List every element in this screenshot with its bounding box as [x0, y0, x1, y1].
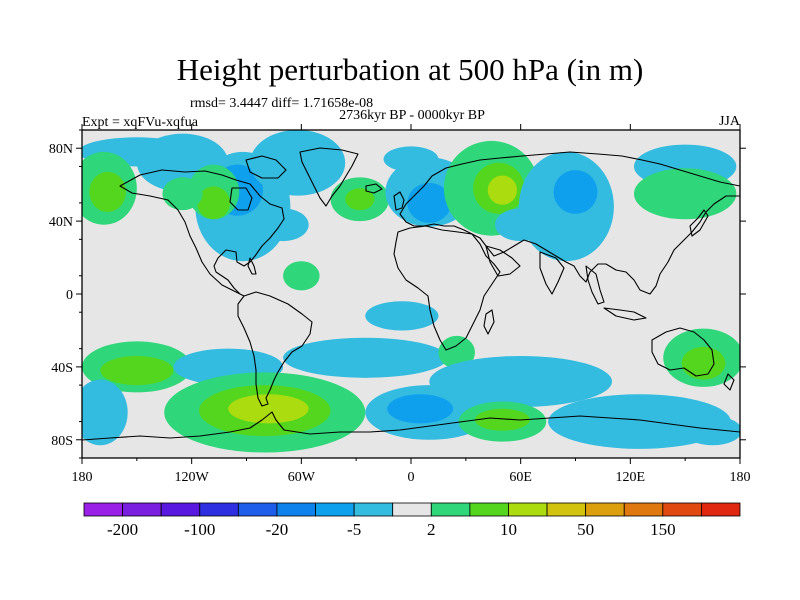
anomaly-blob-12	[345, 188, 375, 211]
anomaly-blob-30	[438, 335, 475, 369]
stats-label: rmsd= 3.4447 diff= 1.71658e-08	[190, 96, 373, 111]
anomaly-blob-14	[407, 182, 452, 223]
colorbar-box-7	[353, 502, 394, 517]
colorbar-box-10	[469, 502, 509, 517]
colorbar-label-6: 50	[577, 520, 594, 539]
colorbar-box-12	[546, 502, 587, 517]
india-coastline	[539, 251, 565, 295]
anomaly-blob-26	[100, 355, 174, 386]
lat-tick-label-4: 80S	[51, 434, 73, 449]
colorbar-label-2: -20	[266, 520, 289, 539]
anomaly-blob-39	[387, 394, 454, 424]
experiment-label: Expt = xqFVu-xqfua	[82, 115, 199, 130]
anomaly-blob-29	[365, 301, 439, 331]
coastlines	[82, 147, 740, 441]
lat-tick-label-0: 80N	[49, 142, 73, 157]
colorbar-box-13	[585, 502, 625, 517]
anomaly-blob-33	[681, 346, 726, 380]
lon-tick-label-0: 180	[72, 470, 93, 485]
anomaly-blob-10	[257, 208, 309, 242]
lat-tick-label-2: 0	[66, 288, 73, 303]
anomaly-blob-24	[283, 261, 320, 291]
hudson-bay-coastline	[229, 187, 253, 211]
colorbar-box-4	[237, 502, 278, 517]
anomaly-blob-34	[82, 379, 128, 446]
colorbar-label-5: 10	[500, 520, 517, 539]
colorbar-label-1: -100	[184, 520, 215, 539]
antarctica-coastline	[82, 411, 740, 441]
period-label: 2736kyr BP - 0000kyr BP	[339, 108, 485, 123]
arctic-islands-coastline	[245, 155, 287, 179]
season-label: JJA	[719, 114, 741, 129]
anomaly-blob-37	[228, 394, 309, 424]
new-zealand-coastline	[723, 373, 735, 391]
colorbar-box-0	[83, 502, 123, 517]
greenland-coastline	[299, 147, 359, 207]
colorbar-box-11	[508, 502, 548, 517]
colorbar-box-6	[315, 502, 355, 517]
colorbar-box-14	[623, 502, 664, 517]
iceland-coastline	[365, 183, 383, 194]
anomaly-blob-28	[283, 337, 448, 378]
colorbar-label-7: 150	[650, 520, 676, 539]
anomaly-blob-23	[633, 168, 737, 220]
colorbar-box-3	[199, 502, 239, 517]
map-title: Height perturbation at 500 hPa (in m)	[177, 52, 644, 87]
lat-tick-label-3: 40S	[51, 361, 73, 376]
south-america-coastline	[237, 291, 313, 407]
anomaly-field	[82, 130, 740, 453]
colorbar-label-3: -5	[347, 520, 361, 539]
anomaly-blob-41	[474, 408, 530, 431]
british-isles-coastline	[393, 191, 405, 211]
southeast-asia-coastline	[585, 265, 605, 305]
latitude-axis: 80N 40N 0 40S 80S	[49, 129, 746, 459]
colorbar-box-9	[430, 502, 471, 517]
colorbar-box-16	[701, 502, 741, 517]
colorbar-box-5	[276, 502, 316, 517]
colorbar-box-2	[160, 502, 201, 517]
anomaly-blob-7	[197, 186, 231, 220]
map-panel: 80N 40N 0 40S 80S 180 120W 60W 0 60E 120E 180	[49, 124, 751, 485]
colorbar-label-4: 2	[427, 520, 436, 539]
australia-coastline	[651, 327, 715, 377]
florida-coastline	[247, 257, 257, 275]
anomaly-blob-43	[683, 416, 740, 446]
lon-tick-label-5: 120E	[616, 470, 646, 485]
africa-coastline	[393, 225, 501, 351]
colorbar-box-1	[122, 502, 162, 517]
lon-tick-label-2: 60W	[288, 470, 316, 485]
japan-coastline	[689, 209, 709, 237]
colorbar-label-0: -200	[107, 520, 138, 539]
lat-tick-label-1: 40N	[49, 215, 73, 230]
lon-tick-label-6: 180	[730, 470, 751, 485]
arabia-coastline	[485, 245, 521, 277]
anomaly-blob-18	[487, 175, 518, 205]
colorbar-box-15	[662, 502, 702, 517]
longitude-axis: 180 120W 60W 0 60E 120E 180	[72, 124, 751, 485]
lon-tick-label-3: 0	[408, 470, 415, 485]
anomaly-blob-15	[383, 146, 439, 172]
anomaly-blob-8	[250, 130, 346, 196]
anomaly-blob-2	[89, 171, 126, 212]
anomaly-blob-21	[553, 170, 598, 214]
colorbar-box-8	[392, 502, 432, 517]
north-america-coastline	[119, 169, 285, 297]
indonesia-coastline	[603, 307, 647, 321]
madagascar-coastline	[483, 309, 495, 335]
lon-tick-label-1: 120W	[175, 470, 210, 485]
colorbar: -200 -100 -20 -5 2 10 50 150	[83, 502, 741, 539]
lon-tick-label-4: 60E	[509, 470, 532, 485]
anomaly-blob-9	[162, 177, 203, 211]
